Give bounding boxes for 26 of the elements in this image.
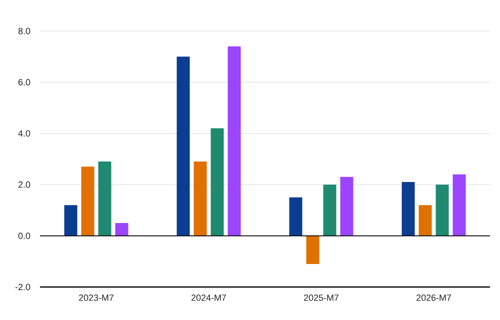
bar	[81, 166, 94, 236]
bar	[228, 46, 241, 236]
x-tick-label: 2026-M7	[416, 294, 451, 301]
bar	[418, 205, 432, 236]
bar	[340, 176, 354, 236]
x-tick-label: 2025-M7	[304, 294, 338, 301]
bar	[210, 128, 224, 236]
y-tick-label: 6.0	[18, 79, 30, 86]
bar	[64, 205, 78, 236]
y-tick-label: 2.0	[18, 181, 30, 188]
y-tick-label: 8.0	[18, 28, 30, 34]
bar	[176, 56, 190, 236]
bar	[194, 162, 207, 236]
x-tick-label: 2024-M7	[192, 294, 226, 301]
bar	[98, 162, 112, 236]
x-tick-label: 2023-M7	[79, 294, 114, 301]
y-tick-label: 4.0	[18, 130, 30, 137]
bar	[115, 223, 128, 236]
bar	[289, 197, 302, 236]
y-tick-label: -2.0	[15, 284, 30, 290]
bar	[306, 236, 320, 264]
bar	[402, 182, 415, 236]
bar	[323, 184, 336, 236]
y-tick-label: 0.0	[18, 232, 30, 239]
bar	[436, 184, 449, 236]
bar	[452, 174, 466, 236]
